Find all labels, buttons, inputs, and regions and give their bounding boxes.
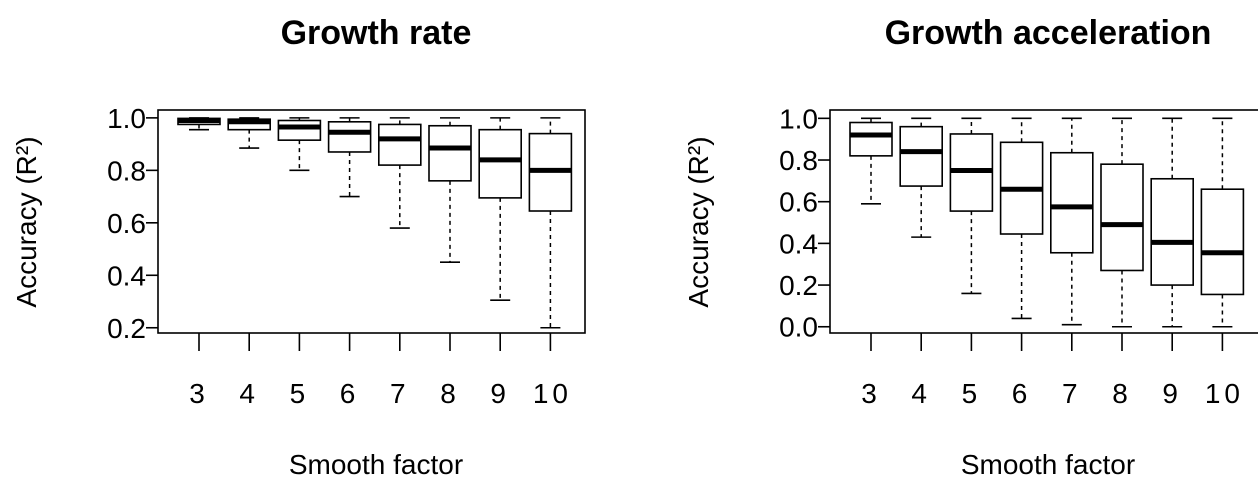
box-iqr (327, 121, 372, 153)
box-iqr (277, 119, 322, 141)
boxplot-3 (849, 117, 893, 205)
box-iqr (227, 118, 271, 131)
y-tick-label: 0.4 (107, 260, 146, 291)
x-tick-label: 9 (490, 378, 510, 409)
x-tick-label: 6 (340, 378, 360, 409)
x-tick-label: 8 (1112, 378, 1132, 409)
boxplot-8 (1100, 117, 1144, 328)
x-axis-label: Smooth factor (289, 449, 463, 480)
boxplot-9 (478, 117, 523, 302)
y-tick-label: 1.0 (779, 103, 818, 134)
y-tick-label: 0.0 (779, 312, 818, 343)
box-iqr (428, 124, 472, 182)
y-tick-label: 0.2 (779, 270, 818, 301)
x-tick-label: 9 (1162, 378, 1182, 409)
box-iqr (1200, 188, 1245, 296)
x-tick-label: 10 (533, 378, 572, 409)
boxplot-5 (277, 117, 322, 172)
boxplot-6 (327, 117, 372, 198)
x-tick-label: 5 (962, 378, 982, 409)
boxplot-10 (528, 117, 573, 329)
boxplot-7 (377, 117, 422, 229)
x-tick-label: 8 (440, 378, 460, 409)
box-iqr (1150, 177, 1194, 286)
panel-growth-rate: Growth rate Smooth factor Accuracy (R²) … (11, 14, 586, 480)
boxplot-3 (177, 117, 221, 131)
boxplot-6 (999, 117, 1044, 320)
y-axis-label: Accuracy (R²) (683, 136, 714, 307)
plot-area: 0.2 0.4 0.6 0.8 1.0 3 4 5 6 7 8 9 10 (107, 103, 586, 409)
boxplot-5 (949, 117, 994, 295)
box-iqr (849, 121, 893, 157)
box-iqr (1050, 151, 1094, 254)
chart-title: Growth acceleration (885, 14, 1212, 52)
boxplot-7 (1050, 117, 1094, 326)
x-tick-label: 7 (1062, 378, 1082, 409)
x-tick-label: 5 (290, 378, 310, 409)
panel-growth-acceleration: Growth acceleration Smooth factor Accura… (683, 14, 1258, 480)
box-iqr (377, 123, 422, 166)
plot-area: 0.0 0.2 0.4 0.6 0.8 1.0 3 4 5 6 7 8 9 10 (779, 103, 1258, 409)
boxplot-8 (428, 117, 472, 263)
x-axis-label: Smooth factor (961, 449, 1135, 480)
x-tick-label: 7 (390, 378, 410, 409)
plot-frame (829, 109, 1258, 334)
y-tick-label: 0.6 (107, 208, 146, 239)
plot-frame (157, 109, 586, 334)
y-tick-label: 0.8 (779, 145, 818, 176)
x-tick-label: 6 (1012, 378, 1032, 409)
box-iqr (899, 125, 944, 187)
chart-title: Growth rate (281, 14, 472, 52)
boxplot-10 (1200, 117, 1245, 328)
y-tick-label: 0.8 (107, 155, 146, 186)
x-tick-label: 3 (861, 378, 881, 409)
box-iqr (1100, 163, 1144, 272)
boxplot-9 (1150, 117, 1194, 328)
y-tick-label: 0.6 (779, 187, 818, 218)
boxplot-4 (227, 117, 271, 149)
x-tick-label: 4 (239, 378, 259, 409)
box-iqr (478, 128, 523, 199)
y-tick-label: 0.2 (107, 313, 146, 344)
boxplot-4 (899, 117, 944, 238)
x-tick-label: 10 (1205, 378, 1244, 409)
y-axis-label: Accuracy (R²) (11, 136, 42, 307)
x-tick-label: 3 (189, 378, 209, 409)
x-tick-label: 4 (911, 378, 931, 409)
y-tick-label: 0.4 (779, 228, 818, 259)
y-tick-label: 1.0 (107, 103, 146, 134)
